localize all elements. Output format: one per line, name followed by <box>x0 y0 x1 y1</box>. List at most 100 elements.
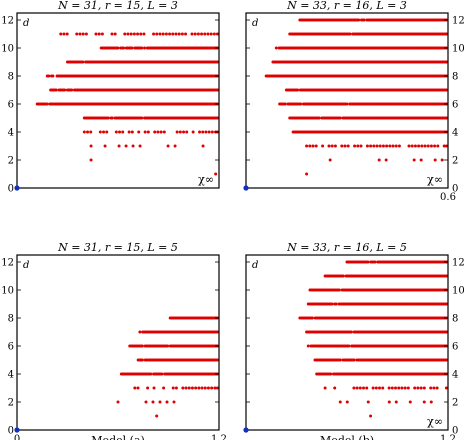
data-point <box>164 32 168 36</box>
data-point <box>419 386 423 390</box>
plot-frame <box>16 254 220 431</box>
data-point <box>333 144 337 148</box>
data-point <box>181 386 185 390</box>
y-tick-label: 0 <box>8 184 14 195</box>
data-point <box>149 372 153 376</box>
chart-panel-4: N = 33, r = 16, L = 5 0 2 4 6 8 10 12 1.2 d χ∞ Mode… <box>243 241 465 440</box>
data-point <box>116 400 120 404</box>
data-point <box>197 386 201 390</box>
data-point <box>143 130 147 134</box>
data-point <box>436 144 440 148</box>
y-tick-label: 2 <box>452 398 458 409</box>
data-point <box>153 130 157 134</box>
data-point <box>394 144 398 148</box>
data-point <box>378 386 382 390</box>
data-point <box>423 144 427 148</box>
data-point <box>390 386 394 390</box>
y-tick-label: 0 <box>452 426 458 437</box>
data-point <box>444 386 448 390</box>
data-point <box>347 344 351 348</box>
data-point <box>215 88 219 92</box>
data-point <box>306 344 310 348</box>
data-point <box>283 102 287 106</box>
data-point <box>432 386 436 390</box>
data-point <box>187 386 191 390</box>
data-point <box>330 302 334 306</box>
y-axis-label: d <box>252 18 258 29</box>
chart-title: N = 31, r = 15, L = 3 <box>57 0 178 12</box>
data-point <box>349 330 353 334</box>
data-point <box>59 32 63 36</box>
data-point <box>394 386 398 390</box>
y-tick-label: 12 <box>1 16 14 27</box>
y-tick-label: 4 <box>8 370 14 381</box>
y-axis-label: d <box>23 18 29 29</box>
points-group <box>116 316 219 418</box>
data-point <box>198 130 202 134</box>
data-point <box>394 400 398 404</box>
data-point <box>400 386 404 390</box>
points-group <box>298 260 448 418</box>
data-point <box>144 400 148 404</box>
y-tick-label: 12 <box>1 258 14 269</box>
data-point <box>86 130 90 134</box>
data-point <box>70 88 74 92</box>
data-point <box>89 144 93 148</box>
y-tick-label: 2 <box>8 398 14 409</box>
data-point <box>444 358 448 362</box>
data-point <box>433 144 437 148</box>
data-point <box>51 74 55 78</box>
data-point <box>413 386 417 390</box>
data-point <box>397 386 401 390</box>
data-point <box>203 32 207 36</box>
data-point <box>116 46 120 50</box>
data-point <box>305 144 309 148</box>
data-point <box>102 130 106 134</box>
data-point <box>378 144 382 148</box>
data-point <box>381 386 385 390</box>
data-point <box>82 130 86 134</box>
data-point <box>374 386 378 390</box>
data-point <box>204 130 208 134</box>
data-point <box>444 144 448 148</box>
data-point <box>106 116 110 120</box>
data-point <box>193 32 197 36</box>
x-axis-label: Model (b) <box>320 434 374 440</box>
data-point <box>366 260 370 264</box>
data-point <box>184 32 188 36</box>
data-point <box>122 46 126 50</box>
data-point <box>158 400 162 404</box>
data-point <box>420 144 424 148</box>
plot-frame <box>245 12 449 189</box>
data-point <box>338 400 342 404</box>
data-point <box>408 400 412 404</box>
data-point <box>365 144 369 148</box>
data-point <box>143 46 147 50</box>
data-point <box>355 386 359 390</box>
data-point <box>372 144 376 148</box>
data-point <box>366 400 370 404</box>
data-point <box>94 32 98 36</box>
data-point <box>346 144 350 148</box>
data-point <box>215 358 219 362</box>
data-point <box>151 400 155 404</box>
data-point <box>100 32 104 36</box>
data-point <box>384 158 388 162</box>
data-point <box>190 386 194 390</box>
y-tick-label: 4 <box>452 370 458 381</box>
data-point <box>212 32 216 36</box>
y-tick-label: 6 <box>8 100 14 111</box>
y-tick-label: 8 <box>452 314 458 325</box>
data-point <box>180 32 184 36</box>
data-point <box>137 130 141 134</box>
data-point <box>406 386 410 390</box>
data-point <box>299 102 303 106</box>
data-point <box>130 46 134 50</box>
data-point <box>296 88 300 92</box>
data-point <box>214 172 218 176</box>
y-tick-label: 4 <box>452 128 458 139</box>
data-point <box>210 386 214 390</box>
data-point <box>348 32 352 36</box>
data-point <box>131 144 135 148</box>
